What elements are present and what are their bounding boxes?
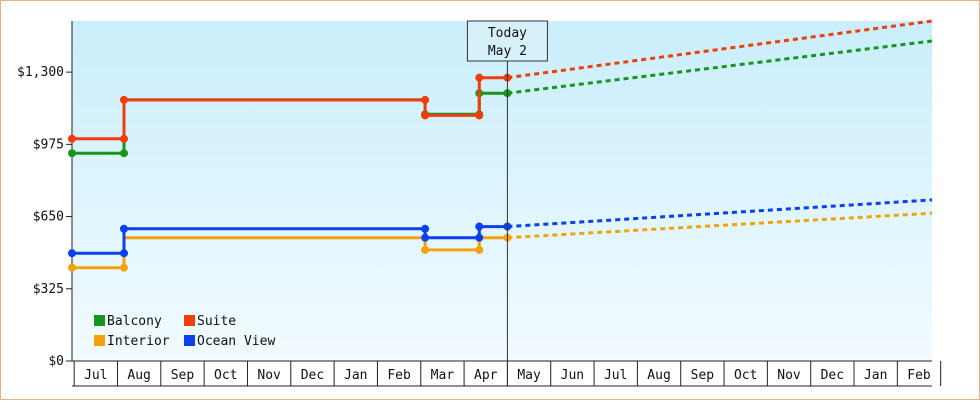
data-point xyxy=(475,111,484,120)
x-tick-label: Sep xyxy=(691,368,715,383)
legend: Balcony Suite Interior Ocean View xyxy=(94,314,275,349)
today-label: Today xyxy=(488,26,527,41)
x-tick-label: Jun xyxy=(561,368,584,383)
data-point xyxy=(119,249,128,258)
x-tick-label: Jan xyxy=(864,368,887,383)
data-point xyxy=(475,73,484,82)
y-tick-label: $650 xyxy=(33,210,64,225)
x-tick-label: Sep xyxy=(171,368,195,383)
data-point xyxy=(68,249,76,258)
x-tick-label: Oct xyxy=(214,368,237,383)
x-axis: Jul Aug Sep Oct Nov Dec Jan Feb Mar Apr May Jun Jul A… xyxy=(72,360,942,387)
today-date: May 2 xyxy=(488,44,527,59)
legend-label: Ocean View xyxy=(197,334,275,349)
x-tick-label: Oct xyxy=(734,368,757,383)
x-tick-label: Mar xyxy=(431,368,455,383)
series-forecast-line xyxy=(507,211,933,240)
x-tick-label: Apr xyxy=(474,368,498,383)
today-marker: Today May 2 xyxy=(466,20,548,386)
legend-label: Suite xyxy=(197,314,236,329)
x-tick-label: Jan xyxy=(344,368,367,383)
x-tick-label: Jul xyxy=(84,368,107,383)
series-layer xyxy=(68,19,933,272)
data-point xyxy=(421,245,430,254)
x-tick-label: Jul xyxy=(604,368,627,383)
legend-swatch xyxy=(184,335,195,346)
x-tick-label: Feb xyxy=(387,368,411,383)
legend-swatch xyxy=(94,315,105,326)
x-tick-label: Nov xyxy=(777,368,801,383)
data-point xyxy=(421,224,430,233)
legend-swatch xyxy=(184,315,195,326)
data-point xyxy=(475,245,484,254)
series-line xyxy=(72,76,508,141)
data-point xyxy=(421,233,430,242)
y-tick-label: $975 xyxy=(33,137,64,152)
y-tick-label: $0 xyxy=(48,354,64,369)
x-tick-label: Dec xyxy=(301,368,324,383)
x-tick-label: Aug xyxy=(127,368,150,383)
x-tick-label: Nov xyxy=(257,368,281,383)
data-point xyxy=(119,263,128,272)
y-tick-label: $325 xyxy=(33,282,64,297)
data-point xyxy=(68,149,76,158)
today-box xyxy=(466,20,548,62)
data-point xyxy=(68,263,76,272)
x-tick-label: Dec xyxy=(821,368,844,383)
legend-label: Interior xyxy=(107,334,170,349)
x-tick-label: Aug xyxy=(647,368,670,383)
data-point xyxy=(119,134,128,143)
legend-swatch xyxy=(94,335,105,346)
series-forecast-line xyxy=(507,198,933,229)
data-point xyxy=(421,95,430,104)
data-point xyxy=(119,95,128,104)
plot-background xyxy=(72,21,932,361)
data-point xyxy=(475,233,484,242)
data-point xyxy=(421,111,430,120)
legend-label: Balcony xyxy=(107,314,162,329)
data-point xyxy=(475,222,484,231)
data-point xyxy=(119,224,128,233)
y-axis-ticks: $0 $325 $650 $975 $1,300 xyxy=(17,21,73,369)
data-point xyxy=(119,149,128,158)
x-tick-label: Feb xyxy=(907,368,931,383)
y-tick-label: $1,300 xyxy=(17,65,64,80)
data-point xyxy=(68,134,76,143)
x-tick-label: May xyxy=(517,368,541,383)
